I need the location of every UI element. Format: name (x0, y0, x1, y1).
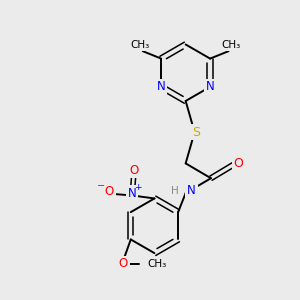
Text: H: H (171, 186, 179, 196)
Text: CH₃: CH₃ (147, 259, 167, 269)
Text: N: N (206, 80, 214, 93)
Text: +: + (134, 183, 141, 192)
Text: N: N (157, 80, 166, 93)
Text: O: O (105, 185, 114, 198)
Text: −: − (97, 181, 105, 191)
Text: N: N (187, 184, 196, 197)
Text: CH₃: CH₃ (221, 40, 241, 50)
Text: CH₃: CH₃ (131, 40, 150, 50)
Text: O: O (119, 257, 128, 270)
Text: O: O (129, 164, 138, 177)
Text: S: S (192, 126, 200, 139)
Text: O: O (234, 157, 244, 170)
Text: N: N (128, 187, 136, 200)
